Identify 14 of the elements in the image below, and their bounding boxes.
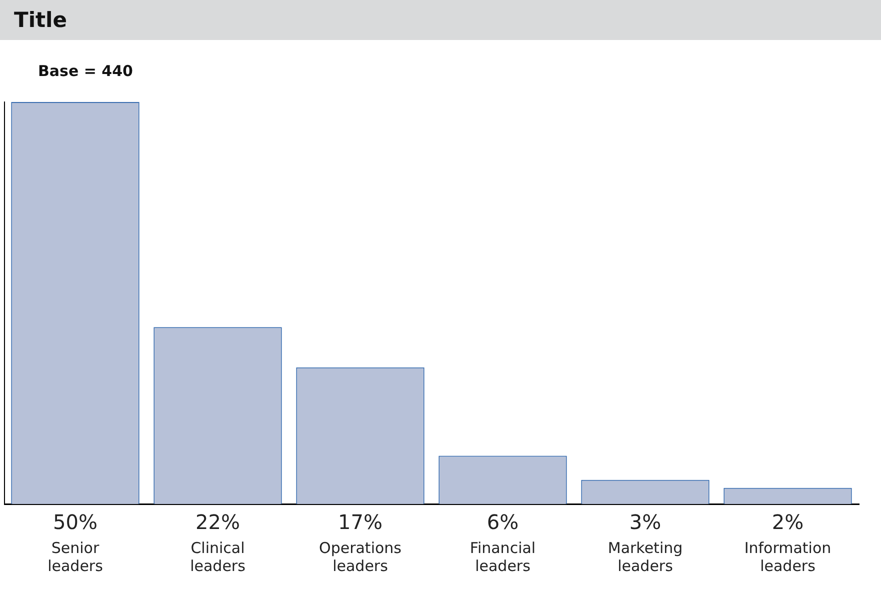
chart-subtitle: Base = 440: [37, 61, 134, 82]
x-tick-label: Operations leaders: [319, 538, 402, 575]
x-tick-label: Clinical leaders: [190, 538, 246, 575]
data-label: 3%: [629, 510, 662, 534]
data-label: 22%: [196, 510, 240, 534]
data-label: 2%: [772, 510, 804, 534]
data-label: 50%: [53, 510, 98, 534]
x-tick-label: Senior leaders: [48, 538, 104, 575]
data-label: 6%: [486, 510, 519, 534]
x-tick-label: Information leaders: [744, 538, 832, 575]
x-tick-label: Financial leaders: [470, 538, 536, 575]
chart-title: Title: [0, 0, 881, 40]
data-label: 17%: [338, 510, 382, 534]
x-tick-label: Marketing leaders: [608, 538, 683, 575]
